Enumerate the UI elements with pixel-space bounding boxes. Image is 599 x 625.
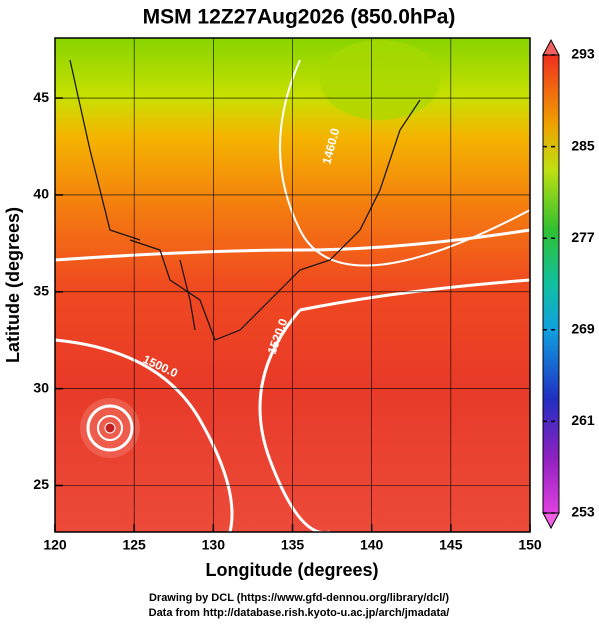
x-tick-label: 140 [360, 537, 384, 553]
y-tick-label: 40 [33, 186, 49, 202]
footer: Drawing by DCL (https://www.gfd-dennou.o… [149, 592, 449, 604]
y-tick-label: 25 [33, 476, 49, 492]
x-tick-label: 150 [518, 537, 542, 553]
x-tick-label: 120 [43, 537, 67, 553]
x-tick-label: 135 [281, 537, 305, 553]
colorbar-tick-label: 285 [571, 137, 595, 153]
y-tick-label: 35 [33, 282, 49, 298]
chart-title: MSM 12Z27Aug2026 (850.0hPa) [143, 6, 456, 29]
colorbar-tick-label: 261 [571, 412, 595, 428]
x-tick-label: 145 [439, 537, 463, 553]
y-axis-label: Latitude (degrees) [3, 207, 23, 363]
colorbar-top-arrow [542, 38, 560, 56]
x-tick-label: 130 [202, 537, 226, 553]
colorbar-bottom-arrow [542, 512, 560, 530]
colorbar [542, 54, 560, 514]
x-tick-label: 125 [122, 537, 146, 553]
y-tick-label: 30 [33, 379, 49, 395]
colorbar-tick-label: 253 [571, 504, 595, 520]
x-axis-label: Longitude (degrees) [205, 560, 378, 580]
colorbar-tick-label: 293 [571, 46, 595, 62]
y-tick-label: 45 [33, 89, 49, 105]
footer: Data from http://database.rish.kyoto-u.a… [149, 607, 450, 619]
colorbar-tick-label: 269 [571, 321, 595, 337]
colorbar-tick-label: 277 [571, 229, 595, 245]
